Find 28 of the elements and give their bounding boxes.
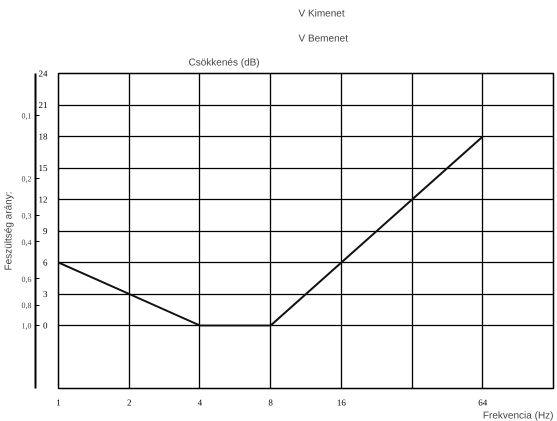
y-tick-label: 6 [43,258,48,268]
y-tick-label: 15 [38,163,48,173]
x-tick-label: 4 [198,398,203,408]
y-tick-label: 3 [43,289,48,299]
y2-tick-label: 0,4 [22,238,32,247]
line-series [58,136,484,326]
y2-tick-label: 1,0 [22,321,32,330]
y-tick-label: 21 [38,100,48,110]
x-axis-title: Frekvencia (Hz) [482,410,554,421]
y2-tick-label: 0,2 [22,174,32,184]
x-tick-label: 64 [478,398,488,408]
y-tick-label: 18 [38,132,48,142]
y-tick-label: 12 [38,194,48,204]
y-axis-title: Csökkenés (dB) [188,58,260,68]
y2-tick-label: 0,3 [22,212,32,221]
x-tick-label: 16 [336,398,346,408]
y2-tick-label: 0,1 [22,112,32,121]
text: V Kimenet [298,8,345,20]
x-tick-label: 2 [126,398,132,408]
y-tick-label: 9 [43,226,48,236]
x-tick-label: 8 [268,398,274,408]
y-tick-label: 0 [43,320,48,330]
text: V Bemenet [298,34,348,44]
y-tick-label: 24 [38,68,48,78]
x-tick-label: 1 [56,398,61,408]
y2-axis-title: Feszültség arány: [4,192,14,270]
y2-tick-label: 0,6 [22,274,32,284]
y2-tick-label: 0,8 [22,301,32,310]
